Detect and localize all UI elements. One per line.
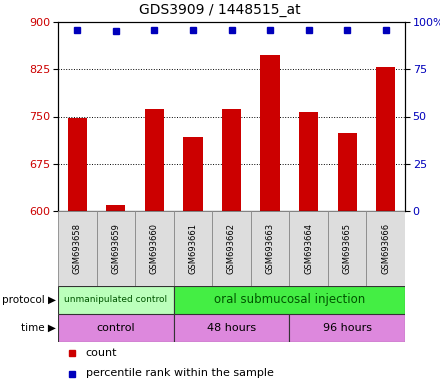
Bar: [58, 211, 96, 286]
Text: GSM693662: GSM693662: [227, 223, 236, 274]
Bar: [222, 109, 241, 211]
Bar: [183, 137, 202, 211]
Bar: [212, 211, 251, 286]
Text: GSM693664: GSM693664: [304, 223, 313, 274]
Bar: [367, 211, 405, 286]
Text: 48 hours: 48 hours: [207, 323, 256, 333]
Bar: [174, 211, 212, 286]
Bar: [145, 109, 164, 211]
Text: percentile rank within the sample: percentile rank within the sample: [86, 369, 274, 379]
Text: unmanipulated control: unmanipulated control: [64, 296, 167, 305]
Text: GSM693658: GSM693658: [73, 223, 82, 274]
Text: 96 hours: 96 hours: [323, 323, 372, 333]
Text: GSM693660: GSM693660: [150, 223, 159, 274]
Bar: [290, 314, 405, 342]
Bar: [58, 286, 174, 314]
Bar: [376, 67, 396, 211]
Bar: [299, 112, 318, 211]
Text: time ▶: time ▶: [21, 323, 56, 333]
Bar: [290, 211, 328, 286]
Text: GSM693661: GSM693661: [188, 223, 198, 274]
Bar: [337, 133, 357, 211]
Text: count: count: [86, 348, 117, 358]
Bar: [251, 211, 290, 286]
Bar: [260, 55, 280, 211]
Text: GSM693659: GSM693659: [111, 223, 120, 274]
Text: protocol ▶: protocol ▶: [2, 295, 56, 305]
Bar: [68, 118, 87, 211]
Text: GSM693665: GSM693665: [343, 223, 352, 274]
Bar: [106, 205, 125, 211]
Bar: [58, 314, 174, 342]
Text: GDS3909 / 1448515_at: GDS3909 / 1448515_at: [139, 3, 301, 17]
Bar: [174, 314, 290, 342]
Text: GSM693666: GSM693666: [381, 223, 390, 274]
Bar: [96, 211, 135, 286]
Text: oral submucosal injection: oral submucosal injection: [214, 293, 365, 306]
Text: GSM693663: GSM693663: [266, 223, 275, 274]
Bar: [328, 211, 367, 286]
Text: control: control: [96, 323, 135, 333]
Bar: [174, 286, 405, 314]
Bar: [135, 211, 174, 286]
